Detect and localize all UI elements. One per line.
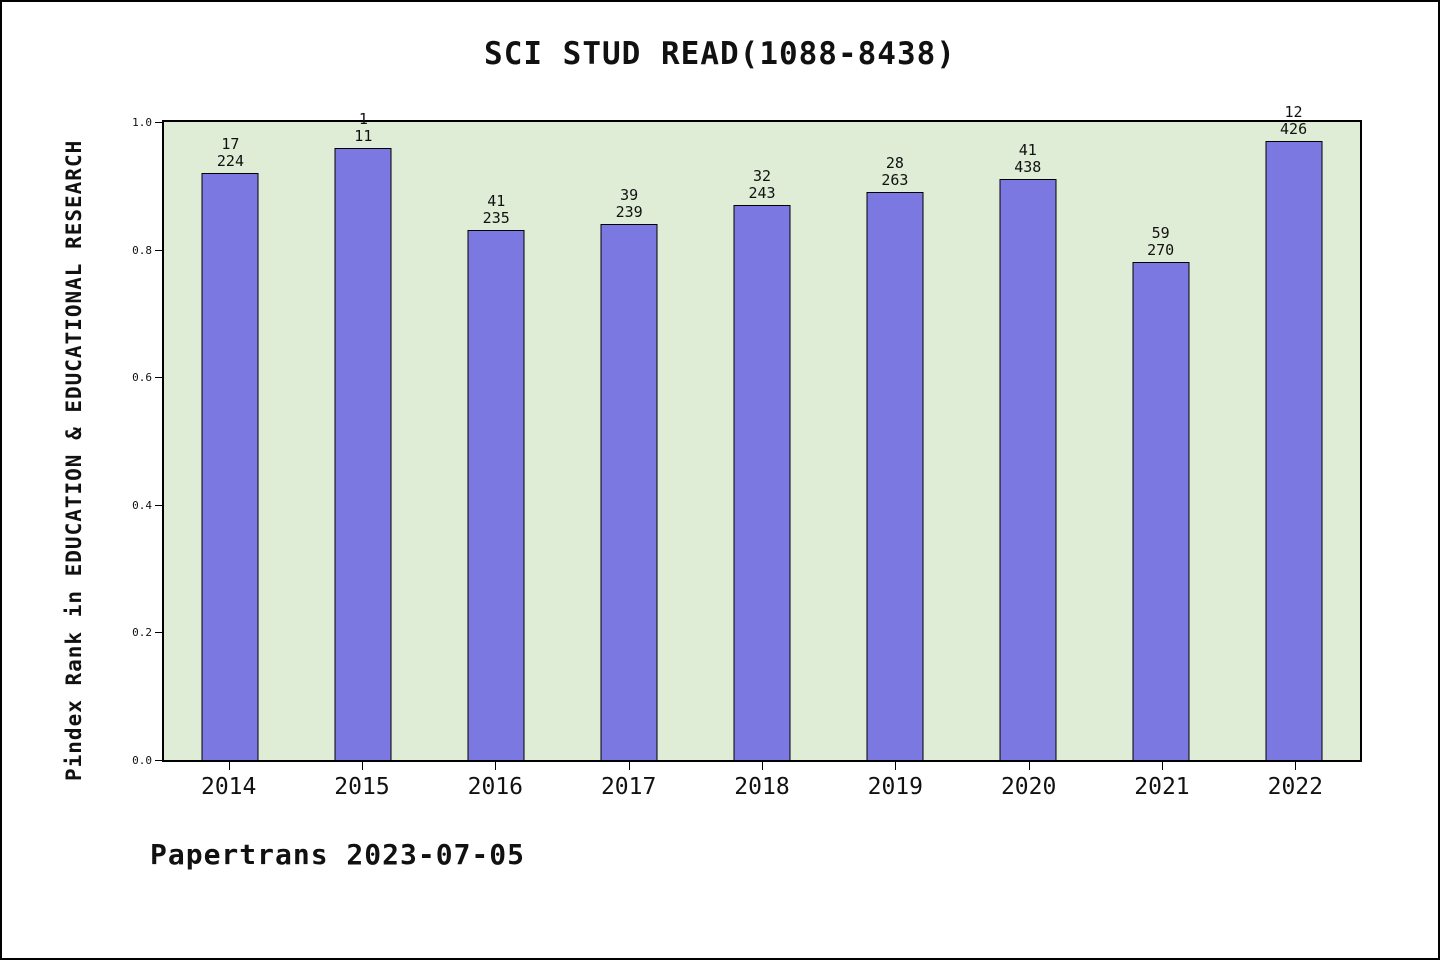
y-tick-label: 0.4	[132, 498, 152, 512]
y-tick-mark	[155, 632, 163, 634]
x-tick-label: 2021	[1134, 774, 1190, 800]
x-tick-label: 2016	[467, 774, 524, 800]
bar-group-2014: 17 224	[164, 122, 297, 760]
x-tick-label: 2022	[1267, 774, 1323, 800]
y-tick-mark	[155, 504, 163, 506]
bar-2022	[1265, 141, 1323, 760]
x-tick-label: 2017	[600, 774, 657, 800]
bar-2016	[467, 230, 525, 760]
bar-group-2019: 28 263	[828, 122, 961, 760]
bar-annotation-2015: 1 11	[354, 109, 373, 145]
x-tick-mark	[628, 762, 630, 770]
bar-group-2021: 59 270	[1094, 122, 1227, 760]
x-tick-label: 2015	[334, 774, 390, 800]
x-tick-2020: 2020	[962, 762, 1095, 800]
y-tick-mark	[155, 377, 163, 379]
x-tick-2017: 2017	[562, 762, 695, 800]
bar-annotation-2018: 32 243	[748, 166, 776, 202]
x-tick-2015: 2015	[295, 762, 428, 800]
x-tick-mark	[228, 762, 230, 770]
x-tick-2014: 2014	[162, 762, 295, 800]
bars-container: 17 224 1 11 41 235 39 239 32 243 28 263 41 438…	[164, 104, 1360, 760]
x-tick-mark	[1295, 762, 1297, 770]
bar-group-2017: 39 239	[563, 122, 696, 760]
bar-group-2015: 1 11	[297, 110, 430, 760]
bar-group-2018: 32 243	[696, 122, 829, 760]
bar-group-2016: 41 235	[430, 122, 563, 760]
y-tick-mark	[155, 122, 163, 123]
y-tick-label: 1.0	[132, 116, 152, 129]
y-tick-mark	[155, 249, 163, 251]
chart-title: SCI STUD READ(1088-8438)	[484, 36, 956, 72]
x-tick-label: 2019	[867, 774, 923, 800]
x-tick-2021: 2021	[1095, 762, 1228, 800]
bar-annotation-2014: 17 224	[216, 135, 244, 171]
x-tick-2018: 2018	[695, 762, 828, 800]
bar-annotation-2016: 41 235	[482, 192, 510, 228]
bar-2015	[334, 147, 392, 760]
y-tick-label: 0.2	[132, 626, 152, 640]
x-tick-mark	[495, 762, 497, 770]
x-tick-label: 2020	[1000, 774, 1057, 800]
x-tick-2016: 2016	[429, 762, 562, 800]
plot-area: 0.0 0.2 0.4 0.6 0.8 1.0 17 224 1 11 41 235 39 23…	[132, 104, 1362, 766]
bar-2021	[1132, 262, 1190, 760]
watermark-caption: Papertrans 2023-07-05	[150, 838, 526, 871]
bar-annotation-2019: 28 263	[881, 154, 909, 190]
bar-2018	[733, 204, 791, 760]
bar-annotation-2020: 41 438	[1014, 141, 1042, 177]
x-tick-label: 2014	[200, 774, 257, 800]
bar-group-2020: 41 438	[961, 122, 1094, 760]
x-tick-2019: 2019	[829, 762, 962, 800]
x-tick-mark	[1028, 762, 1030, 770]
x-tick-mark	[1161, 762, 1163, 770]
bar-annotation-2017: 39 239	[615, 186, 643, 222]
bar-2020	[999, 179, 1057, 760]
x-tick-mark	[761, 762, 763, 770]
y-tick-mark	[155, 760, 163, 761]
x-axis-labels: 2014 2015 2016 2017 2018 2019 2020 2021 2022	[162, 762, 1362, 800]
x-tick-mark	[361, 762, 363, 770]
y-tick-label: 0.8	[132, 243, 152, 257]
y-axis-label: Pindex Rank in EDUCATION & EDUCATIONAL R…	[62, 139, 86, 781]
bar-group-2022: 12 426	[1227, 104, 1360, 760]
bar-annotation-2021: 59 270	[1147, 224, 1175, 260]
bar-2019	[866, 192, 924, 760]
bar-annotation-2022: 12 426	[1280, 103, 1308, 139]
y-tick-label: 0.6	[132, 371, 152, 385]
bar-2014	[201, 173, 259, 760]
bar-2017	[600, 224, 658, 760]
x-tick-label: 2018	[734, 774, 790, 800]
x-tick-2022: 2022	[1229, 762, 1362, 800]
y-tick-label: 0.0	[132, 754, 152, 767]
x-tick-mark	[895, 762, 897, 770]
